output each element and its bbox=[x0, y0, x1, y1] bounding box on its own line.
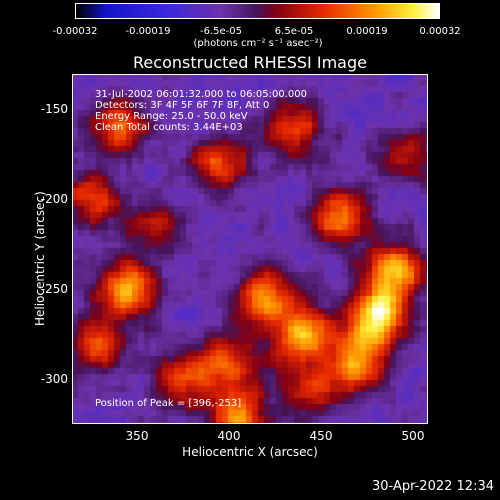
colorbar-tick: 6.5e-05 bbox=[274, 26, 314, 37]
info-line-counts: Clean Total counts: 3.44E+03 bbox=[95, 122, 243, 133]
colorbar-tick: 0.00032 bbox=[419, 26, 461, 37]
x-tick-label: 350 bbox=[125, 429, 149, 443]
info-line-time: 31-Jul-2002 06:01:32.000 to 06:05:00.000 bbox=[95, 89, 307, 100]
plot-timestamp: 30-Apr-2022 12:34 bbox=[372, 479, 494, 494]
x-tick-label: 500 bbox=[401, 429, 425, 443]
colorbar bbox=[75, 3, 440, 19]
y-tick-label: -300 bbox=[40, 372, 68, 386]
y-tick-label: -150 bbox=[40, 102, 68, 116]
colorbar-tick: -6.5e-05 bbox=[200, 26, 242, 37]
heatmap-image bbox=[72, 74, 428, 424]
plot-frame bbox=[72, 74, 428, 424]
chart-title: Reconstructed RHESSI Image bbox=[133, 53, 367, 72]
colorbar-units: (photons cm⁻² s⁻¹ asec⁻²) bbox=[193, 38, 323, 49]
colorbar-tick: -0.00032 bbox=[52, 26, 98, 37]
colorbar-tick: -0.00019 bbox=[125, 26, 171, 37]
y-tick-label: -250 bbox=[40, 282, 68, 296]
x-axis-label: Heliocentric X (arcsec) bbox=[182, 445, 318, 459]
peak-position-label: Position of Peak = [396,-253] bbox=[95, 398, 242, 409]
info-line-energy: Energy Range: 25.0 - 50.0 keV bbox=[95, 111, 248, 122]
info-line-detectors: Detectors: 3F 4F 5F 6F 7F 8F, Att 0 bbox=[95, 100, 270, 111]
colorbar-tick: 0.00019 bbox=[346, 26, 388, 37]
x-tick-label: 400 bbox=[217, 429, 241, 443]
y-tick-label: -200 bbox=[40, 192, 68, 206]
y-axis-label: Heliocentric Y (arcsec) bbox=[33, 191, 47, 326]
x-tick-label: 450 bbox=[309, 429, 333, 443]
